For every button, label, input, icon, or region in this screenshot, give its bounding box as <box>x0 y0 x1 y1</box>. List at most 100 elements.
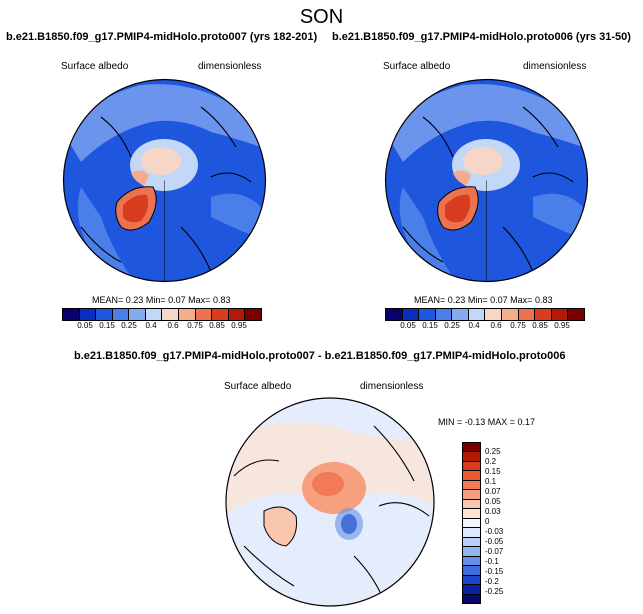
panel-2-colorbar: 0.05 0.15 0.25 0.4 0.6 0.75 0.85 0.95 <box>385 308 585 330</box>
colorbar-1-swatch <box>228 309 246 320</box>
colorbar-2-tick-label: 0.4 <box>468 321 480 330</box>
panel-3-polar-map <box>225 397 435 607</box>
colorbar-2-tick-label: 0.15 <box>422 321 438 330</box>
panel-2-polar-map <box>384 78 589 283</box>
colorbar-1-swatch <box>63 309 80 320</box>
colorbar-1-swatch <box>245 309 261 320</box>
colorbar-3-swatch <box>463 547 480 557</box>
colorbar-3-tick-label: -0.03 <box>485 527 504 536</box>
colorbar-3-swatch <box>463 585 480 595</box>
colorbar-2-swatch <box>502 309 519 320</box>
panel-2-title: b.e21.B1850.f09_g17.PMIP4-midHolo.proto0… <box>332 31 631 43</box>
colorbar-3-swatch <box>463 461 480 472</box>
colorbar-2-swatch <box>485 309 503 320</box>
colorbar-3-tick-label: 0.05 <box>485 497 501 506</box>
colorbar-2-swatch <box>386 309 403 320</box>
colorbar-1-tick-label: 0.05 <box>77 321 93 330</box>
colorbar-2-swatch <box>551 309 569 320</box>
sea-ice-core <box>463 147 503 175</box>
colorbar-1-swatch <box>96 309 113 320</box>
greenland-coastline <box>263 506 297 547</box>
colorbar-3-tick-label: -0.2 <box>485 577 499 586</box>
colorbar-3-swatch <box>463 471 480 481</box>
colorbar-swatches <box>385 308 585 321</box>
greenland-anomaly <box>264 507 297 546</box>
colorbar-2-swatch <box>435 309 453 320</box>
colorbar-3-swatch <box>463 528 480 538</box>
colorbar-2-tick-label: 0.25 <box>444 321 460 330</box>
colorbar-2-tick-label: 0.05 <box>400 321 416 330</box>
colorbar-2-swatch <box>419 309 436 320</box>
panel-1-colorbar: 0.05 0.15 0.25 0.4 0.6 0.75 0.85 0.95 <box>62 308 262 330</box>
colorbar-3-swatch <box>463 594 480 603</box>
map-boundary <box>225 397 435 607</box>
colorbar-3-tick-label: -0.25 <box>485 587 504 596</box>
colorbar-swatches <box>462 442 481 604</box>
colorbar-3-tick-label: -0.15 <box>485 567 504 576</box>
negative-anomaly-region <box>335 508 363 540</box>
panel-2-variable-label: Surface albedo <box>383 61 451 72</box>
colorbar-3-swatch <box>463 499 480 510</box>
colorbar-3-swatch <box>463 443 480 453</box>
colorbar-3-swatch <box>463 575 480 586</box>
map-boundary <box>384 78 589 283</box>
colorbar-3-tick-label: -0.07 <box>485 547 504 556</box>
colorbar-1-swatch <box>195 309 213 320</box>
land-snow-region <box>66 84 261 162</box>
mean-value: 0.23 <box>447 295 466 305</box>
colorbar-3-tick-label: 0.2 <box>485 457 497 466</box>
panel-1-polar-map <box>62 78 267 283</box>
colorbar-3-tick-label: 0.1 <box>485 477 497 486</box>
coastline <box>80 106 252 273</box>
land-snow-region <box>388 84 583 162</box>
panel-1-stats: MEAN= 0.23 Min= 0.07 Max= 0.83 <box>92 295 230 305</box>
colorbar-3-tick-label: 0.03 <box>485 507 501 516</box>
colorbar-3-swatch <box>463 480 480 491</box>
panel-2-units-label: dimensionless <box>523 61 587 72</box>
mean-value: 0.23 <box>125 295 144 305</box>
max-label: Max= <box>188 295 211 305</box>
colorbar-1-swatch <box>112 309 130 320</box>
archipelago-region <box>453 170 471 185</box>
min-label: Min= <box>467 295 488 305</box>
mean-label: MEAN= <box>92 295 124 305</box>
min-value: 0.07 <box>490 295 508 305</box>
panel-3-variable-label: Surface albedo <box>224 381 292 392</box>
panel-2-stats: MEAN= 0.23 Min= 0.07 Max= 0.83 <box>414 295 552 305</box>
panel-3-units-label: dimensionless <box>360 381 424 392</box>
sea-ice-core <box>141 147 181 175</box>
colorbar-1-tick-label: 0.75 <box>187 321 203 330</box>
panel-3-stats: MIN = -0.13 MAX = 0.17 <box>438 417 536 427</box>
greenland-core <box>445 194 471 223</box>
colorbar-3-tick-label: -0.1 <box>485 557 499 566</box>
min-value: 0.07 <box>168 295 186 305</box>
colorbar-3-swatch <box>463 490 480 500</box>
land-region <box>533 193 583 237</box>
colorbar-2-swatch <box>568 309 584 320</box>
panel-1-units-label: dimensionless <box>198 61 262 72</box>
colorbar-3-tick-label: 0 <box>485 517 490 526</box>
coastline <box>233 425 430 602</box>
colorbar-3-tick-label: -0.05 <box>485 537 504 546</box>
figure-title: SON <box>299 6 344 28</box>
colorbar-2-swatch <box>402 309 420 320</box>
colorbar-3-swatch <box>463 566 480 576</box>
map-boundary <box>62 78 267 283</box>
colorbar-1-swatch <box>79 309 97 320</box>
greenland-coastline <box>437 186 479 231</box>
colorbar-1-tick-label: 0.25 <box>121 321 137 330</box>
colorbar-2-swatch <box>518 309 536 320</box>
colorbar-1-swatch <box>179 309 196 320</box>
land-region <box>77 187 131 277</box>
colorbar-2-swatch <box>468 309 486 320</box>
positive-anomaly-peak <box>312 472 344 496</box>
colorbar-1-tick-label: 0.6 <box>167 321 179 330</box>
land-region <box>211 193 261 237</box>
colorbar-2-tick-label: 0.6 <box>490 321 502 330</box>
greenland-coastline <box>115 186 157 231</box>
panel-3-colorbar-ticks: 0.25 0.2 0.15 0.1 0.07 0.05 0.03 0 -0.03 -0.05 -0.… <box>485 448 503 596</box>
colorbar-1-tick-label: 0.95 <box>231 321 247 330</box>
colorbar-3-swatch <box>463 518 480 529</box>
panel-1-variable-label: Surface albedo <box>61 61 129 72</box>
land-region <box>399 187 453 277</box>
